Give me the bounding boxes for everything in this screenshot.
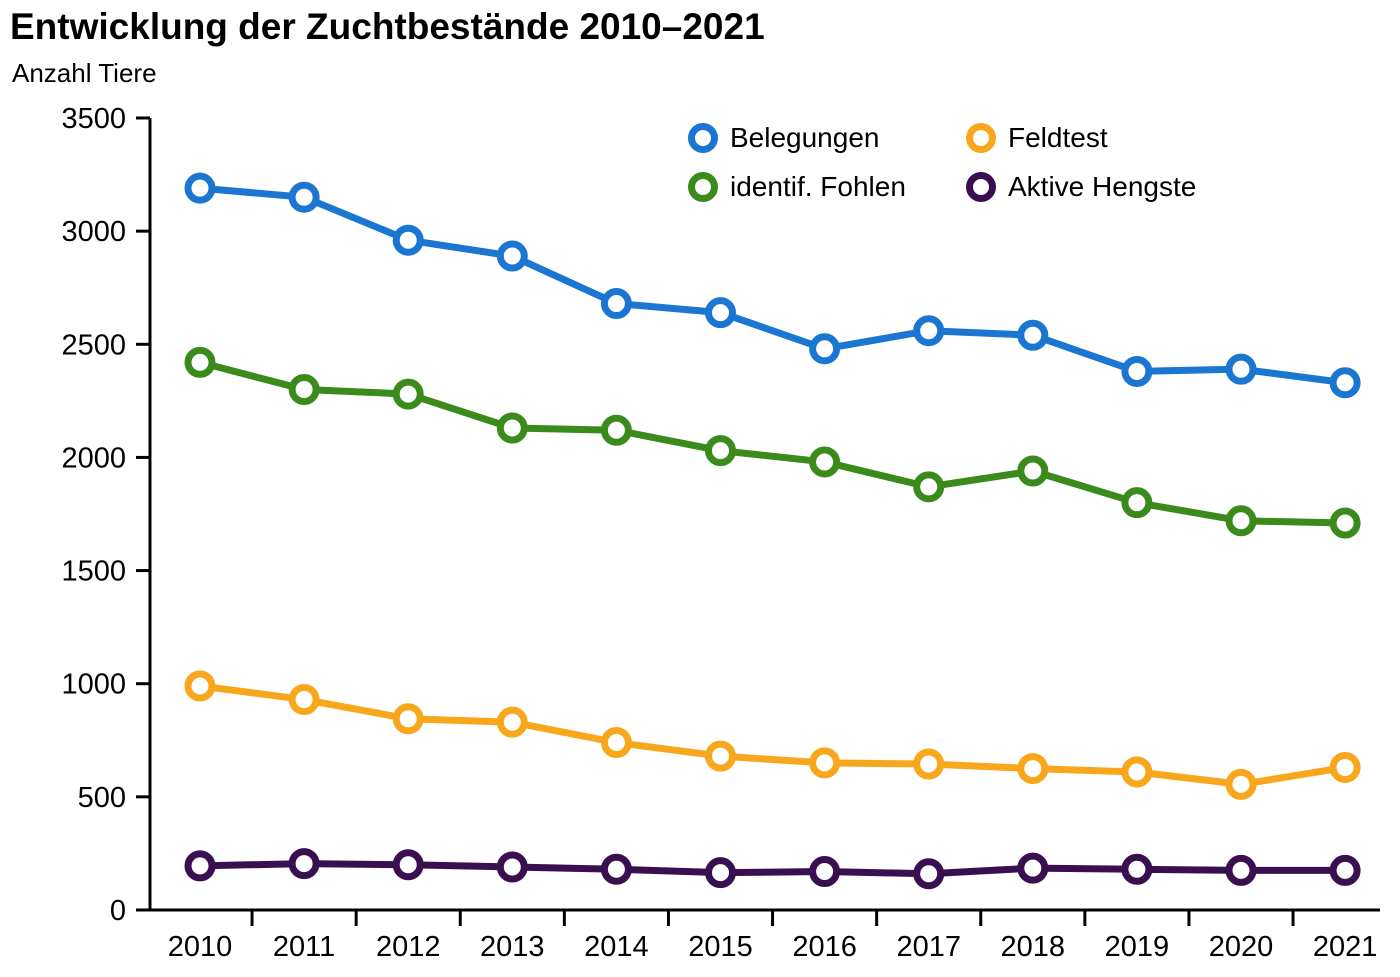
x-tick-label: 2018 — [1001, 931, 1066, 963]
data-point — [184, 346, 216, 378]
data-point — [288, 848, 320, 880]
data-point — [913, 471, 945, 503]
data-point — [496, 851, 528, 883]
data-point — [392, 224, 424, 256]
data-point — [809, 747, 841, 779]
data-point — [1121, 853, 1153, 885]
data-point — [600, 288, 632, 320]
legend-marker-icon — [966, 172, 996, 202]
data-point — [392, 703, 424, 735]
data-point — [392, 849, 424, 881]
series-line — [196, 860, 1349, 878]
x-tick-label: 2017 — [896, 931, 961, 963]
y-tick-label: 1000 — [61, 669, 126, 701]
y-tick-label: 2000 — [61, 442, 126, 474]
data-point — [705, 435, 736, 467]
data-point — [288, 181, 320, 213]
data-point — [1225, 768, 1257, 800]
y-tick-label: 500 — [78, 782, 126, 814]
x-tick-label: 2014 — [584, 931, 649, 963]
data-point — [392, 378, 424, 410]
x-tick-label: 2020 — [1209, 931, 1274, 963]
data-point — [913, 315, 945, 347]
data-point — [288, 374, 320, 406]
data-point — [809, 856, 841, 888]
y-axis-label: Anzahl Tiere — [12, 58, 157, 88]
data-point — [705, 740, 736, 772]
legend-marker-icon — [688, 123, 718, 153]
legend-label: identif. Fohlen — [730, 171, 906, 202]
data-point — [913, 748, 945, 780]
data-point — [600, 727, 632, 759]
data-point — [1121, 756, 1153, 788]
data-point — [184, 172, 216, 204]
y-tick-label: 1500 — [61, 556, 126, 588]
data-point — [184, 670, 216, 702]
x-tick-label: 2019 — [1105, 931, 1170, 963]
data-point — [496, 706, 528, 738]
data-point — [1329, 367, 1361, 399]
x-tick-label: 2021 — [1313, 931, 1378, 963]
legend-item-belegungen: Belegungen — [688, 120, 956, 156]
y-tick-label: 2500 — [61, 329, 126, 361]
y-tick-label: 3500 — [61, 103, 126, 135]
legend-label: Aktive Hengste — [1008, 171, 1197, 202]
y-tick-label: 3000 — [61, 216, 126, 248]
x-tick-label: 2015 — [688, 931, 753, 963]
x-tick-label: 2013 — [480, 931, 545, 963]
data-point — [705, 297, 736, 329]
data-point — [1329, 751, 1361, 783]
y-tick-label: 0 — [110, 895, 126, 927]
series-line — [196, 682, 1349, 788]
x-tick-label: 2010 — [168, 931, 233, 963]
data-point — [809, 446, 841, 478]
data-point — [1225, 505, 1257, 537]
data-point — [705, 857, 736, 889]
data-point — [288, 684, 320, 716]
data-point — [1225, 353, 1257, 385]
legend-marker-icon — [688, 172, 718, 202]
data-point — [600, 414, 632, 446]
data-point — [809, 333, 841, 365]
chart-title: Entwicklung der Zuchtbestände 2010–2021 — [10, 6, 765, 47]
legend-item-feldtest: Feldtest — [966, 120, 1196, 156]
data-point — [600, 853, 632, 885]
legend-item-identif-fohlen: identif. Fohlen — [688, 169, 956, 205]
legend-marker-icon — [966, 123, 996, 153]
series-line — [196, 358, 1349, 527]
data-point — [496, 412, 528, 444]
data-point — [184, 850, 216, 882]
legend-item-aktive-hengste: Aktive Hengste — [966, 169, 1196, 205]
x-tick-label: 2011 — [273, 931, 335, 963]
legend-label: Belegungen — [730, 122, 880, 153]
data-point — [496, 240, 528, 272]
data-point — [1225, 854, 1257, 886]
data-point — [913, 858, 945, 890]
data-point — [1017, 319, 1049, 351]
x-tick-label: 2016 — [792, 931, 857, 963]
data-point — [1017, 852, 1049, 884]
data-point — [1329, 507, 1361, 539]
legend-label: Feldtest — [1008, 122, 1108, 153]
data-point — [1121, 355, 1153, 387]
data-point — [1017, 455, 1049, 487]
data-point — [1329, 854, 1361, 886]
data-point — [1121, 487, 1153, 519]
series-line — [196, 184, 1349, 387]
legend: Belegungen Feldtest identif. Fohlen Aktive … — [688, 120, 1196, 205]
x-tick-label: 2012 — [376, 931, 441, 963]
data-point — [1017, 753, 1049, 785]
